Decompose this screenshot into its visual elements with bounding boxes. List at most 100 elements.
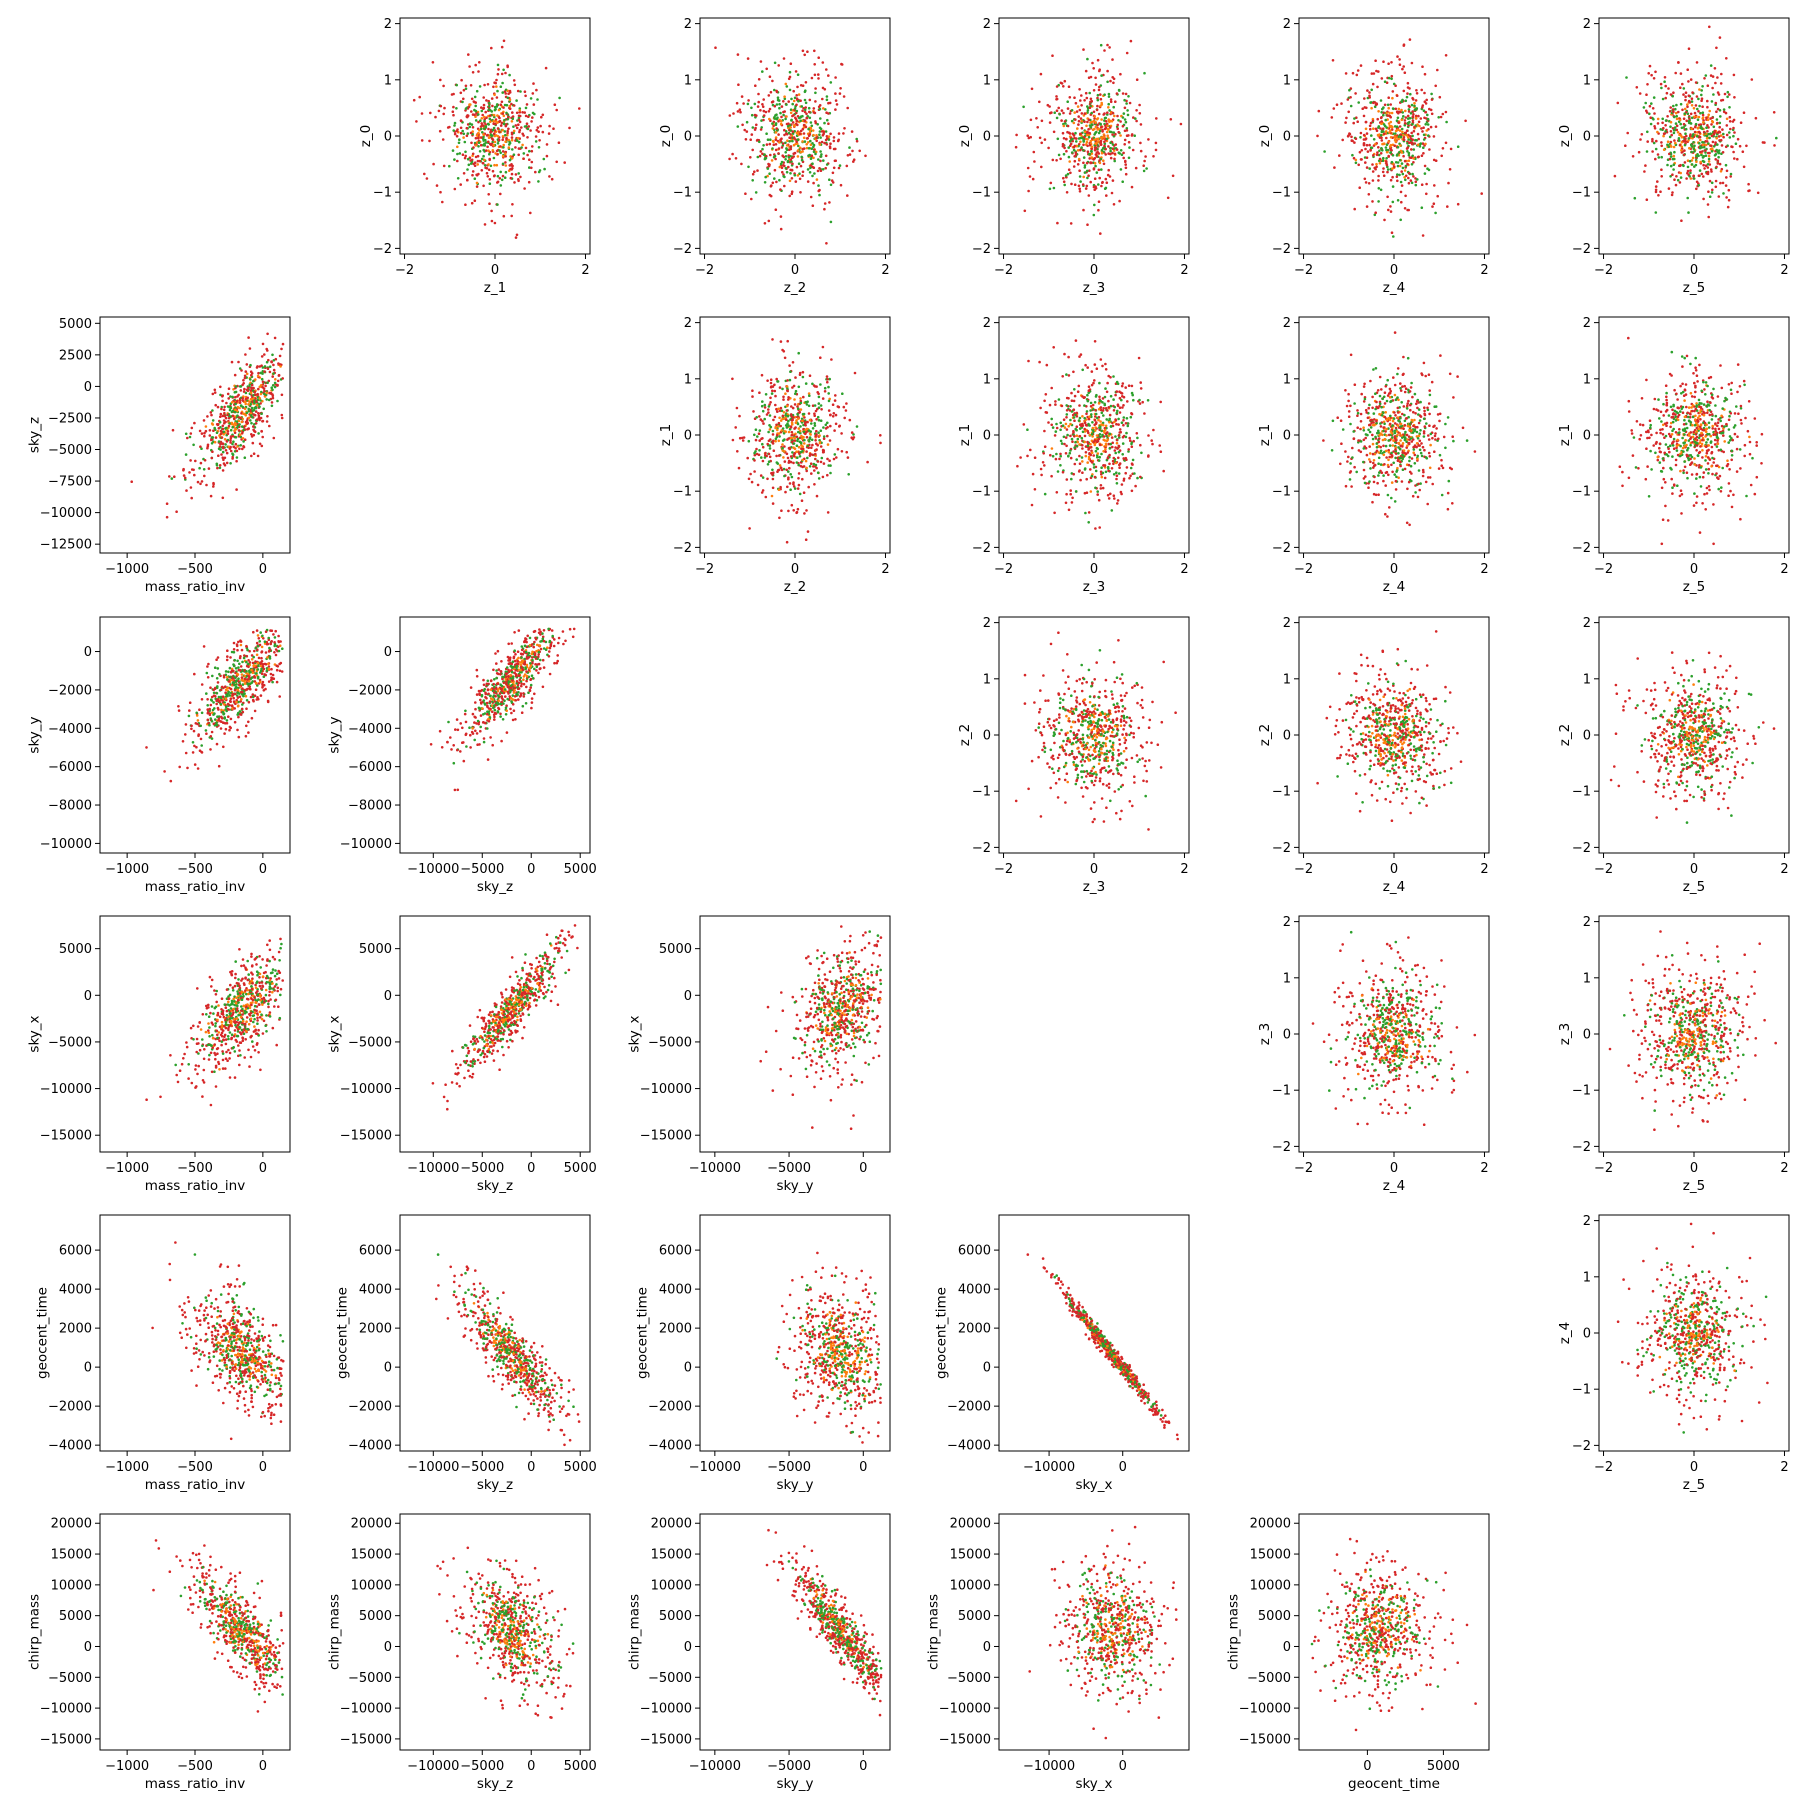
data-point [1033,488,1037,491]
data-point [213,426,216,430]
data-point [1394,129,1398,133]
data-point [1699,160,1702,164]
data-point [1055,95,1058,98]
data-point [1646,130,1649,134]
data-point [486,175,490,178]
data-point [1085,184,1089,188]
data-point [1373,213,1377,217]
data-point [496,174,500,178]
data-point [1381,159,1385,162]
data-point [1076,149,1080,152]
data-point [462,97,465,101]
data-point [501,135,505,138]
data-point [510,133,514,136]
data-point [1694,125,1697,129]
data-point [221,395,224,398]
data-point [210,422,214,425]
data-point [277,374,281,377]
data-point [1057,106,1060,110]
data-point [815,448,818,451]
data-point [790,405,793,408]
data-point [1397,121,1400,124]
data-point [263,370,266,373]
data-point [1073,111,1076,114]
data-point [1398,173,1401,177]
x-tick-label: −500 [177,562,213,577]
data-point [1651,139,1654,143]
data-point [1707,190,1710,193]
data-point [762,422,765,425]
data-point [1706,124,1709,127]
data-point [1059,428,1062,432]
data-point [736,110,740,113]
data-point [1071,496,1074,500]
y-tick-label: 2 [384,17,392,32]
data-point [762,144,765,147]
data-point [244,402,247,406]
data-point [814,463,818,467]
data-point [1668,157,1672,161]
data-point [789,426,793,429]
data-point [1384,118,1387,122]
data-point [791,386,794,389]
data-point [808,153,811,157]
data-point [1663,132,1666,135]
x-tick-label: 0 [1390,263,1398,278]
data-point [173,475,176,479]
data-point [825,98,829,102]
y-tick-label: −1 [1572,186,1591,201]
data-point [1673,150,1676,154]
data-point [235,399,239,403]
data-point [1675,103,1678,107]
data-point [782,411,786,414]
data-point [243,456,247,460]
data-point [814,457,817,461]
data-point [813,422,816,425]
data-point [1023,209,1027,213]
data-point [504,164,508,167]
data-point [496,127,500,130]
y-tick-label: −2 [673,541,692,556]
data-point [809,166,812,170]
data-point [1436,68,1439,72]
data-point [193,473,196,477]
data-point [478,129,481,132]
data-point [534,140,538,143]
data-point [1396,179,1399,183]
data-point [747,165,750,169]
data-point [493,221,497,225]
data-point [778,409,782,413]
data-point [807,127,810,131]
data-point [512,129,516,133]
data-point [1092,167,1096,171]
data-point [193,421,196,425]
data-point [214,403,217,407]
data-point [1079,140,1082,144]
data-point [1682,126,1685,129]
data-point [470,141,473,145]
data-point [797,463,800,467]
data-point [816,443,819,447]
data-point [770,392,774,395]
data-point [1414,99,1418,102]
data-point [1123,106,1127,110]
data-point [470,97,474,101]
data-point [1050,386,1053,390]
data-point [794,421,798,425]
data-point [474,109,478,113]
data-point [487,105,491,108]
data-point [518,120,522,124]
data-point [482,133,485,136]
data-point [761,105,765,108]
data-point [1701,150,1704,153]
data-point [1351,71,1355,75]
data-point [818,104,822,107]
data-point [229,462,232,465]
data-point [261,380,265,384]
data-point [827,399,831,403]
data-point [1123,118,1127,121]
data-point [256,398,260,402]
data-point [1112,105,1115,109]
data-point [774,143,778,146]
data-point [824,423,828,427]
